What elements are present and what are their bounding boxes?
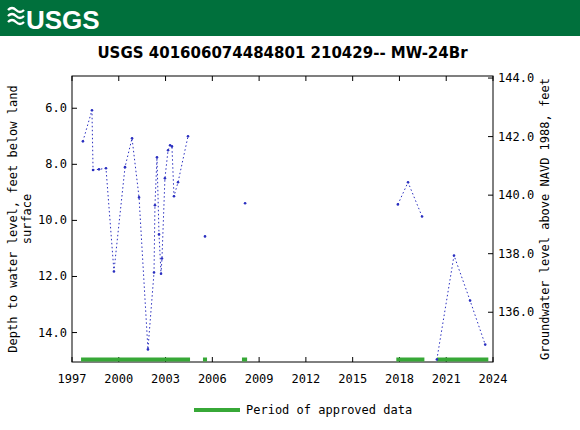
x-tick-top: [72, 76, 73, 81]
y2-tick: [488, 312, 493, 313]
logo: [8, 8, 24, 24]
data-point: [421, 215, 424, 218]
chart: USGS USGS 401606074484801 210429-- MW-24B…: [0, 0, 580, 430]
data-point: [105, 167, 108, 170]
x-tick: [305, 357, 306, 362]
y-tick: [72, 332, 77, 333]
x-tick-label: 2018: [385, 372, 414, 386]
x-tick-top: [399, 76, 400, 81]
y-tick: [72, 108, 77, 109]
data-point: [164, 177, 167, 180]
x-tick-label: 2015: [338, 372, 367, 386]
x-tick-top: [305, 76, 306, 81]
y-axis-label: surface: [20, 194, 34, 245]
data-point: [187, 135, 190, 138]
x-tick: [212, 357, 213, 362]
plot-frame: [72, 76, 493, 362]
y2-tick-label: 144.0: [498, 71, 534, 85]
data-group: [81, 109, 488, 362]
data-point: [138, 196, 141, 199]
data-point: [469, 299, 472, 302]
x-tick-top: [352, 76, 353, 81]
data-point: [98, 168, 101, 171]
y-tick-label: 14.0: [38, 326, 67, 340]
y-tick: [72, 220, 77, 221]
x-tick: [352, 357, 353, 362]
y-tick-label: 8.0: [45, 157, 67, 171]
legend: Period of approved data: [194, 403, 412, 417]
data-point: [91, 109, 94, 112]
data-point: [124, 166, 127, 169]
x-tick: [259, 357, 260, 362]
data-point: [173, 195, 176, 198]
data-point: [167, 149, 170, 152]
data-point: [171, 145, 174, 148]
y2-tick: [488, 78, 493, 79]
x-tick-label: 2000: [104, 372, 133, 386]
data-point: [484, 343, 487, 346]
data-point: [160, 272, 163, 275]
x-tick-label: 2012: [291, 372, 320, 386]
y2-tick-label: 138.0: [498, 247, 534, 261]
header-band: [0, 0, 580, 36]
y2-tick-label: 140.0: [498, 188, 534, 202]
y-axis-label: Depth to water level, feet below land: [6, 85, 20, 352]
logo-wave: [8, 8, 24, 12]
x-tick-label: 2021: [432, 372, 461, 386]
data-point: [131, 137, 134, 140]
data-point: [92, 169, 95, 172]
title: USGS 401606074484801 210429-- MW-24Br: [97, 44, 468, 62]
x-tick-label: 2024: [479, 372, 508, 386]
data-point: [407, 181, 410, 184]
approved-period: [396, 358, 424, 362]
y2-axis-label: Groundwater level above NAVD 1988, feet: [538, 78, 552, 360]
approved-period: [81, 358, 190, 362]
y-tick: [72, 164, 77, 165]
y-tick: [72, 276, 77, 277]
y-tick-label: 6.0: [45, 101, 67, 115]
data-point: [113, 270, 116, 273]
data-point: [244, 202, 247, 205]
approved-period: [437, 358, 488, 362]
y-tick-label: 10.0: [38, 213, 67, 227]
series-line: [83, 110, 485, 359]
x-tick-top: [212, 76, 213, 81]
y2-tick: [488, 253, 493, 254]
data-point: [397, 203, 400, 206]
data-point: [158, 233, 161, 236]
x-tick-label: 1997: [58, 372, 87, 386]
data-point: [453, 254, 456, 257]
data-point: [154, 204, 157, 207]
logo-text: USGS: [26, 5, 100, 35]
x-tick-top: [118, 76, 119, 81]
y-tick-label: 12.0: [38, 269, 67, 283]
legend-swatch: [194, 408, 240, 412]
data-point: [436, 358, 439, 361]
data-point: [161, 257, 164, 260]
logo-wave: [8, 14, 24, 18]
x-tick: [493, 357, 494, 362]
x-tick-label: 2009: [245, 372, 274, 386]
approved-period: [242, 358, 247, 362]
x-tick-label: 2003: [151, 372, 180, 386]
logo-wave: [8, 20, 24, 24]
y2-tick: [488, 195, 493, 196]
data-point: [153, 271, 156, 274]
x-tick: [72, 357, 73, 362]
y2-tick-label: 142.0: [498, 130, 534, 144]
legend-label: Period of approved data: [246, 403, 412, 417]
x-tick-label: 2006: [198, 372, 227, 386]
y2-tick: [488, 136, 493, 137]
y2-tick-label: 136.0: [498, 305, 534, 319]
data-point: [156, 156, 159, 159]
data-point: [147, 348, 150, 351]
approved-period: [203, 358, 207, 362]
data-point: [82, 140, 85, 143]
x-tick-top: [165, 76, 166, 81]
data-point: [177, 181, 180, 184]
x-tick-top: [446, 76, 447, 81]
data-point: [204, 235, 207, 238]
x-tick-top: [259, 76, 260, 81]
